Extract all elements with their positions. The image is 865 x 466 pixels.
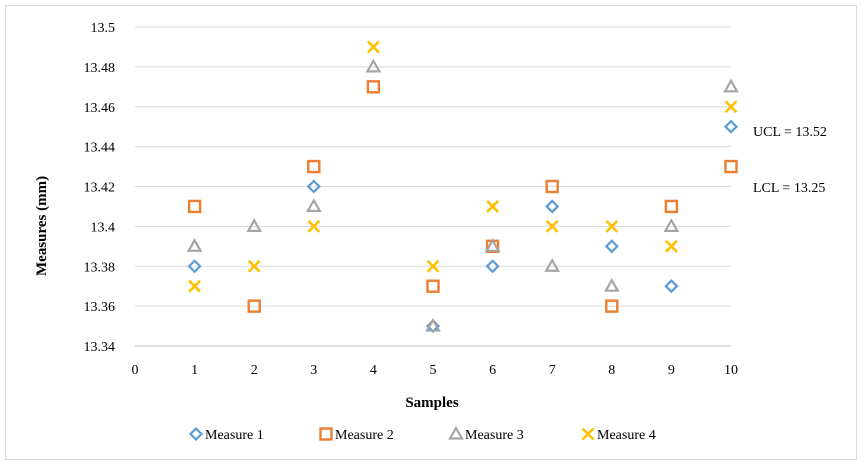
y-tick-label: 13.4 xyxy=(91,220,116,235)
point-series-4 xyxy=(366,40,380,54)
legend-marker xyxy=(319,427,333,441)
point-series-3 xyxy=(723,78,739,93)
point-series-4 xyxy=(426,259,440,273)
y-tick-label: 13.36 xyxy=(84,300,116,315)
point-series-1 xyxy=(664,279,679,294)
x-marker-stroke xyxy=(724,100,738,114)
x-marker-stroke xyxy=(307,219,321,233)
point-series-4 xyxy=(486,200,500,213)
x-marker-stroke xyxy=(605,219,619,233)
x-tick-label: 4 xyxy=(370,363,377,378)
y-tick-label: 13.44 xyxy=(84,141,116,156)
x-marker-stroke xyxy=(664,239,678,253)
legend-marker xyxy=(448,425,464,440)
x-tick-label: 7 xyxy=(549,363,556,378)
data-points xyxy=(186,40,739,334)
y-tick-label: 13.46 xyxy=(84,101,116,116)
y-tick-label: 13.5 xyxy=(91,21,116,36)
point-series-4 xyxy=(724,100,738,114)
x-tick-label: 3 xyxy=(310,363,317,378)
gridlines xyxy=(135,26,731,347)
point-series-3 xyxy=(663,218,680,232)
point-series-1 xyxy=(485,259,500,274)
y-axis-title: Measures (mm) xyxy=(34,176,50,276)
x-marker-stroke xyxy=(426,259,440,273)
x-tick-label: 2 xyxy=(251,363,258,378)
point-series-2 xyxy=(605,299,619,313)
ucl-annotation: UCL = 13.52 xyxy=(753,125,827,140)
x-marker-stroke xyxy=(486,200,500,213)
point-series-3 xyxy=(484,238,501,252)
x-axis-title: Samples xyxy=(405,395,459,411)
point-series-2 xyxy=(664,199,679,214)
legend-label: Measure 4 xyxy=(597,428,656,443)
point-series-4 xyxy=(605,219,619,233)
y-tick-label: 13.42 xyxy=(84,181,116,196)
legend-marker xyxy=(188,426,204,442)
point-series-1 xyxy=(723,119,739,134)
point-series-4 xyxy=(664,239,678,253)
point-series-4 xyxy=(545,219,559,233)
point-series-3 xyxy=(305,198,322,213)
x-tick-label: 5 xyxy=(430,363,437,378)
point-series-2 xyxy=(366,80,381,94)
x-tick-label: 1 xyxy=(191,363,198,378)
y-tick-label: 13.48 xyxy=(84,61,116,76)
point-series-1 xyxy=(545,199,560,214)
x-marker-stroke xyxy=(366,40,380,54)
tick-labels: 13.34 13.36 13.38 13.4 13.42 13.44 13.46 13.48 1… xyxy=(84,21,739,378)
point-series-4 xyxy=(188,279,202,293)
point-series-3 xyxy=(544,258,561,272)
point-series-3 xyxy=(425,317,441,332)
point-series-1 xyxy=(187,259,202,274)
x-tick-label: 8 xyxy=(608,363,615,378)
x-marker-stroke xyxy=(545,219,559,233)
point-series-2 xyxy=(724,159,738,174)
x-tick-label: 0 xyxy=(132,363,139,378)
legend-label: Measure 3 xyxy=(465,428,524,443)
y-tick-label: 13.34 xyxy=(84,340,116,355)
point-series-3 xyxy=(246,218,263,232)
point-series-1 xyxy=(604,239,619,254)
point-series-4 xyxy=(247,259,261,273)
x-tick-label: 6 xyxy=(489,363,496,378)
point-series-2 xyxy=(247,299,261,313)
point-series-3 xyxy=(365,58,382,73)
legend: Measure 1 Measure 2 Measure 3 Measure 4 xyxy=(188,425,656,443)
point-series-2 xyxy=(187,199,202,214)
point-series-3 xyxy=(186,238,203,252)
point-series-2 xyxy=(545,179,559,194)
x-tick-label: 10 xyxy=(724,363,738,378)
point-series-2 xyxy=(426,279,440,293)
legend-label: Measure 1 xyxy=(205,428,264,443)
lcl-annotation: LCL = 13.25 xyxy=(753,181,825,196)
point-series-1 xyxy=(306,179,321,194)
y-tick-label: 13.38 xyxy=(84,260,116,275)
x-marker-stroke xyxy=(247,259,261,273)
point-series-3 xyxy=(603,277,620,292)
x-tick-label: 9 xyxy=(668,363,675,378)
legend-marker xyxy=(581,427,595,441)
x-marker-stroke xyxy=(188,279,202,293)
point-series-4 xyxy=(307,219,321,233)
legend-label: Measure 2 xyxy=(335,428,394,443)
point-series-2 xyxy=(307,159,321,174)
chart-frame xyxy=(5,5,857,460)
x-marker-stroke xyxy=(581,427,595,441)
